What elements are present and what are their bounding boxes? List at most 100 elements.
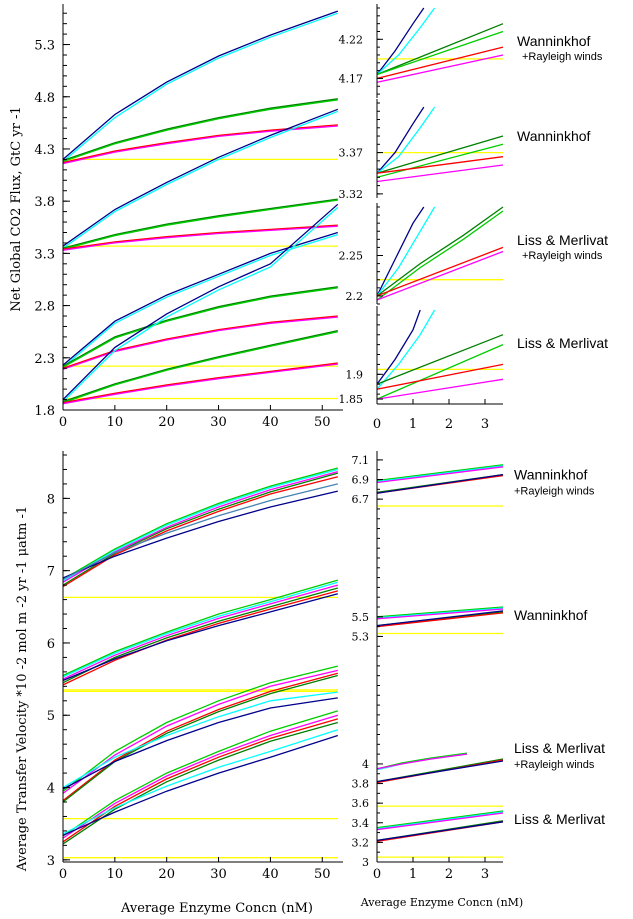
x-tick-label: 50 [314,415,331,430]
series-line [377,810,504,829]
x-tick-label: 3 [481,867,489,882]
y-tick-label: 5.3 [34,39,55,54]
series-line [377,378,504,400]
y-tick-label: 4 [362,758,369,771]
series-line [63,587,338,684]
series-line [63,729,338,835]
y-tick-label: 6.9 [352,474,370,487]
y-tick-label: 4.3 [34,143,55,158]
x-tick-label: 1 [409,867,417,882]
series-line [63,584,338,680]
series-line [63,198,338,249]
y-tick-label: 4.8 [34,91,55,106]
scheme-sublabel: +Rayleigh winds [514,486,595,498]
x-tick-label: 20 [158,867,175,882]
y-tick-label: 2.3 [34,352,55,367]
flux-zoom-panel: 1.85 1.9 Liss & Merlivat 0 1 2 3 [339,306,608,432]
series-line [377,30,504,76]
y-tick-label: 3 [362,856,369,869]
series-line [63,108,339,247]
series-line [377,606,504,618]
series-line [377,821,504,842]
series-line [377,464,504,482]
x-tick-label: 2 [445,417,453,432]
series-line [377,164,504,183]
series-line [63,472,338,586]
y-tick-label: 4.22 [339,33,364,46]
series-line [377,23,504,76]
x-tick-label: 20 [158,415,175,430]
y-tick-label: 3.8 [34,195,55,210]
series-line [63,231,338,366]
series-line [63,669,338,794]
y-tick-label: 3.8 [352,778,370,791]
scheme-label: Wanninkhof [517,33,591,49]
series-line [63,710,338,837]
x-tick-label: 3 [481,417,489,432]
flux-zoom-panel: 3.32 3.37 Wanninkhof [339,99,591,201]
scheme-label: Wanninkhof [514,607,588,623]
x-tick-label: 0 [373,417,381,432]
series-line [63,110,339,249]
series-line [377,54,504,83]
series-line [63,721,338,845]
series-line [377,135,504,174]
x-axis-title: Average Enzyme Concn (nM) [360,896,523,909]
series-line [63,714,338,839]
series-line [63,10,339,160]
y-tick-label: 2.8 [34,300,55,315]
scheme-sublabel: +Rayleigh winds [522,250,603,262]
x-tick-label: 0 [59,415,67,430]
scheme-label: Liss & Merlivat [517,232,608,248]
series-line [63,98,338,162]
x-tick-label: 0 [59,867,67,882]
scheme-label: Liss & Merlivat [514,740,605,756]
series-line [63,203,339,401]
x-tick-label: 40 [262,415,279,430]
series-line [63,99,338,163]
series-line [63,315,338,369]
series-line [377,106,436,174]
x-tick-label: 1 [409,417,417,432]
series-line [63,691,338,789]
x-tick-label: 2 [445,867,453,882]
series-line [63,476,338,588]
y-tick-label: 6 [47,637,55,652]
x-tick-label: 10 [107,867,124,882]
series-line [63,224,338,250]
series-line [377,246,504,297]
series-line [63,329,338,403]
flux-zoom-chart: 4.174.22 Wanninkhof+Rayleigh winds3.323.3… [339,4,608,432]
flux-main-chart: 1.8 2.3 2.8 3.3 3.8 4.3 4.8 5.3 0 10 20 30 40 50 Net G… [9,4,343,430]
series-line [63,665,338,792]
y-tick-label: 5.3 [352,630,370,643]
series-line [63,316,338,370]
series-line [377,760,504,783]
y-tick-label: 1.85 [339,393,364,406]
series-line [63,593,338,682]
series-line [377,156,504,174]
y-tick-label: 3.2 [352,836,370,849]
series-line [377,610,504,627]
y-tick-label: 1.8 [34,404,55,419]
series-line [63,287,338,368]
series-line [377,334,504,385]
series-line [63,672,338,802]
series-line [377,465,504,483]
y-tick-label: 5.5 [352,611,370,624]
series-line [377,612,504,628]
x-tick-label: 30 [210,867,227,882]
flux-zoom-panel: 2.2 2.25 Liss & Merlivat +Rayleigh winds [339,203,608,305]
series-line [63,362,338,404]
series-line [377,106,425,174]
flux-zoom-panel: 4.17 4.22 Wanninkhof +Rayleigh winds [339,4,603,98]
x-axis-title: Average Enzyme Concn (nM) [120,901,313,916]
series-line [377,7,425,75]
scheme-label: Liss & Merlivat [517,335,608,351]
series-line [63,468,338,582]
series-line [63,363,338,405]
y-tick-label: 6.7 [352,493,370,506]
series-line [63,490,338,579]
series-line [377,753,468,770]
